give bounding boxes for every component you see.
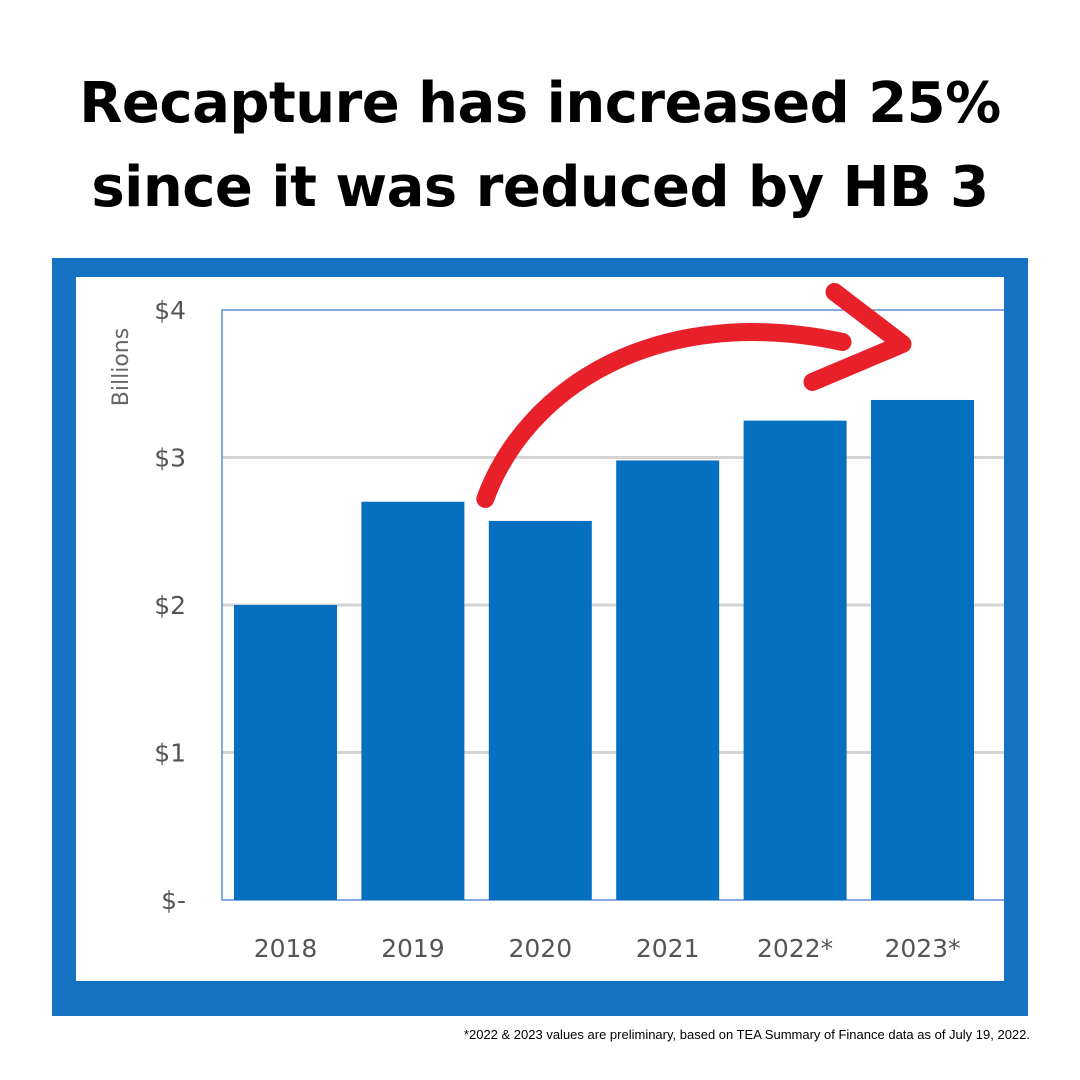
- chart-frame: Billions $- $1 $2 $3 $4 2018 2019 2020 2021 2022…: [52, 258, 1028, 1016]
- x-tick-label: 2023*: [884, 934, 960, 963]
- y-tick-label: $1: [154, 739, 186, 768]
- headline: Recapture has increased 25% since it was…: [0, 62, 1080, 230]
- y-tick-label: $-: [161, 886, 186, 915]
- chart-panel: Billions $- $1 $2 $3 $4 2018 2019 2020 2021 2022…: [76, 277, 1004, 981]
- y-axis-label: Billions: [109, 328, 134, 406]
- bar-2020: [488, 520, 592, 900]
- footnote: *2022 & 2023 values are preliminary, bas…: [463, 1027, 1030, 1042]
- bar-2018: [234, 605, 337, 900]
- y-tick-label: $3: [154, 444, 186, 473]
- y-tick-label: $2: [154, 591, 186, 620]
- x-tick-label: 2019: [381, 934, 445, 963]
- headline-line-1: Recapture has increased 25%: [79, 71, 1001, 136]
- bar-chart: Billions $- $1 $2 $3 $4 2018 2019 2020 2021 2022…: [109, 282, 1004, 963]
- x-tick-label: 2021: [636, 934, 700, 963]
- bar-2021: [616, 460, 720, 900]
- x-tick-label: 2020: [508, 934, 572, 963]
- x-tick-label: 2018: [254, 934, 318, 963]
- x-tick-label: 2022*: [757, 934, 833, 963]
- arrow-shaft: [476, 323, 852, 508]
- arrow-head: [803, 282, 912, 391]
- headline-line-2: since it was reduced by HB 3: [91, 155, 989, 220]
- bar-2022: [743, 420, 847, 900]
- bar-2019: [361, 501, 465, 900]
- bar-2023: [871, 399, 974, 900]
- plot-border: [221, 309, 1004, 901]
- y-tick-label: $4: [154, 296, 186, 325]
